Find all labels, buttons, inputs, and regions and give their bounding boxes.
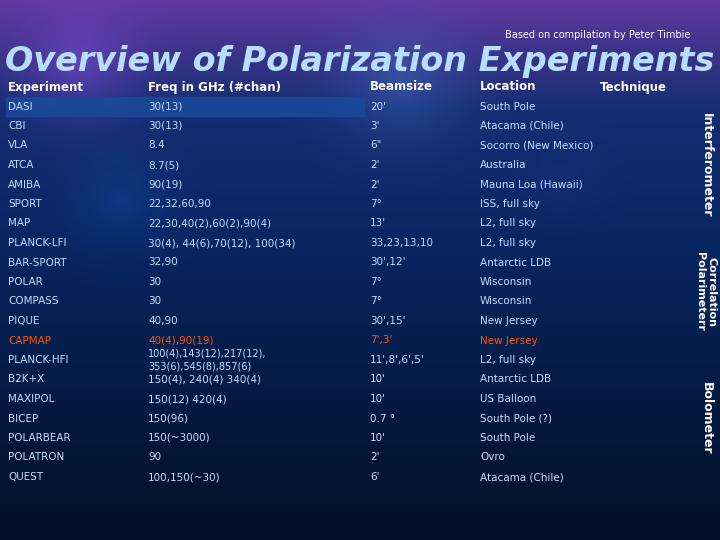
Text: Location: Location: [480, 80, 536, 93]
Text: CAPMAP: CAPMAP: [8, 335, 51, 346]
Text: 6': 6': [370, 472, 379, 482]
Text: 150(4), 240(4) 340(4): 150(4), 240(4) 340(4): [148, 375, 261, 384]
Text: Technique: Technique: [600, 80, 667, 93]
Text: MAXIPOL: MAXIPOL: [8, 394, 55, 404]
Text: Antarctic LDB: Antarctic LDB: [480, 375, 551, 384]
Text: Interferometer: Interferometer: [700, 113, 713, 217]
Text: 150(~3000): 150(~3000): [148, 433, 211, 443]
Text: PLANCK-LFI: PLANCK-LFI: [8, 238, 66, 248]
Text: BAR-SPORT: BAR-SPORT: [8, 258, 66, 267]
Text: 2': 2': [370, 160, 379, 170]
Text: 100,150(~30): 100,150(~30): [148, 472, 220, 482]
Text: Freq in GHz (#chan): Freq in GHz (#chan): [148, 80, 281, 93]
Text: Socorro (New Mexico): Socorro (New Mexico): [480, 140, 593, 151]
Text: Experiment: Experiment: [8, 80, 84, 93]
Text: 30(13): 30(13): [148, 102, 182, 111]
Text: 8.7(5): 8.7(5): [148, 160, 179, 170]
Text: 20': 20': [370, 102, 386, 111]
Text: 150(96): 150(96): [148, 414, 189, 423]
Text: 30',12': 30',12': [370, 258, 405, 267]
Text: ATCA: ATCA: [8, 160, 35, 170]
Text: 6": 6": [370, 140, 382, 151]
Text: L2, full sky: L2, full sky: [480, 355, 536, 365]
Text: 353(6),545(8),857(6): 353(6),545(8),857(6): [148, 361, 251, 371]
Text: 11',8',6',5': 11',8',6',5': [370, 355, 425, 365]
Text: CBI: CBI: [8, 121, 25, 131]
Text: 90: 90: [148, 453, 161, 462]
Text: 22,32,60,90: 22,32,60,90: [148, 199, 211, 209]
Text: Australia: Australia: [480, 160, 526, 170]
Bar: [6, 97, 364, 116]
Text: AMIBA: AMIBA: [8, 179, 41, 190]
Text: Atacama (Chile): Atacama (Chile): [480, 472, 564, 482]
Text: 3': 3': [370, 121, 379, 131]
Text: VLA: VLA: [8, 140, 28, 151]
Text: SPORT: SPORT: [8, 199, 42, 209]
Text: MAP: MAP: [8, 219, 30, 228]
Text: 30(13): 30(13): [148, 121, 182, 131]
Text: QUEST: QUEST: [8, 472, 43, 482]
Text: US Balloon: US Balloon: [480, 394, 536, 404]
Text: 0.7 °: 0.7 °: [370, 414, 395, 423]
Text: POLAR: POLAR: [8, 277, 42, 287]
Text: 2': 2': [370, 179, 379, 190]
Text: New Jersey: New Jersey: [480, 316, 538, 326]
Text: PIQUE: PIQUE: [8, 316, 40, 326]
Text: South Pole (?): South Pole (?): [480, 414, 552, 423]
Text: 8.4: 8.4: [148, 140, 165, 151]
Text: Wisconsin: Wisconsin: [480, 296, 532, 307]
Text: POLARBEAR: POLARBEAR: [8, 433, 71, 443]
Text: Ovro: Ovro: [480, 453, 505, 462]
Text: 10': 10': [370, 394, 386, 404]
Text: 22,30,40(2),60(2),90(4): 22,30,40(2),60(2),90(4): [148, 219, 271, 228]
Text: Beamsize: Beamsize: [370, 80, 433, 93]
Text: 100(4),143(12),217(12),: 100(4),143(12),217(12),: [148, 349, 266, 359]
Text: L2, full sky: L2, full sky: [480, 238, 536, 248]
Text: L2, full sky: L2, full sky: [480, 219, 536, 228]
Text: South Pole: South Pole: [480, 433, 535, 443]
Text: Atacama (Chile): Atacama (Chile): [480, 121, 564, 131]
Text: 32,90: 32,90: [148, 258, 178, 267]
Text: Wisconsin: Wisconsin: [480, 277, 532, 287]
Text: 7°: 7°: [370, 296, 382, 307]
Text: 10': 10': [370, 433, 386, 443]
Text: 30: 30: [148, 277, 161, 287]
Text: 7°: 7°: [370, 277, 382, 287]
Text: 30(4), 44(6),70(12), 100(34): 30(4), 44(6),70(12), 100(34): [148, 238, 295, 248]
Text: Bolometer: Bolometer: [700, 382, 713, 455]
Text: 7',3': 7',3': [370, 335, 392, 346]
Text: Overview of Polarization Experiments: Overview of Polarization Experiments: [5, 45, 715, 78]
Text: Based on compilation by Peter Timbie: Based on compilation by Peter Timbie: [505, 30, 690, 40]
Text: 40,90: 40,90: [148, 316, 178, 326]
Text: B2K+X: B2K+X: [8, 375, 44, 384]
Text: Mauna Loa (Hawaii): Mauna Loa (Hawaii): [480, 179, 582, 190]
Text: Correlation
Polarimeterr: Correlation Polarimeterr: [696, 252, 717, 331]
Text: 40(4),90(19): 40(4),90(19): [148, 335, 214, 346]
Text: Antarctic LDB: Antarctic LDB: [480, 258, 551, 267]
Text: 30',15': 30',15': [370, 316, 405, 326]
Text: 33,23,13,10: 33,23,13,10: [370, 238, 433, 248]
Text: DASI: DASI: [8, 102, 32, 111]
Text: POLATRON: POLATRON: [8, 453, 64, 462]
Text: 7°: 7°: [370, 199, 382, 209]
Text: PLANCK-HFI: PLANCK-HFI: [8, 355, 68, 365]
Text: 10': 10': [370, 375, 386, 384]
Text: 30: 30: [148, 296, 161, 307]
Text: 90(19): 90(19): [148, 179, 182, 190]
Text: South Pole: South Pole: [480, 102, 535, 111]
Text: ISS, full sky: ISS, full sky: [480, 199, 540, 209]
Text: 13': 13': [370, 219, 386, 228]
Text: New Jersey: New Jersey: [480, 335, 538, 346]
Text: BICEP: BICEP: [8, 414, 38, 423]
Text: COMPASS: COMPASS: [8, 296, 58, 307]
Text: 2': 2': [370, 453, 379, 462]
Text: 150(12) 420(4): 150(12) 420(4): [148, 394, 227, 404]
